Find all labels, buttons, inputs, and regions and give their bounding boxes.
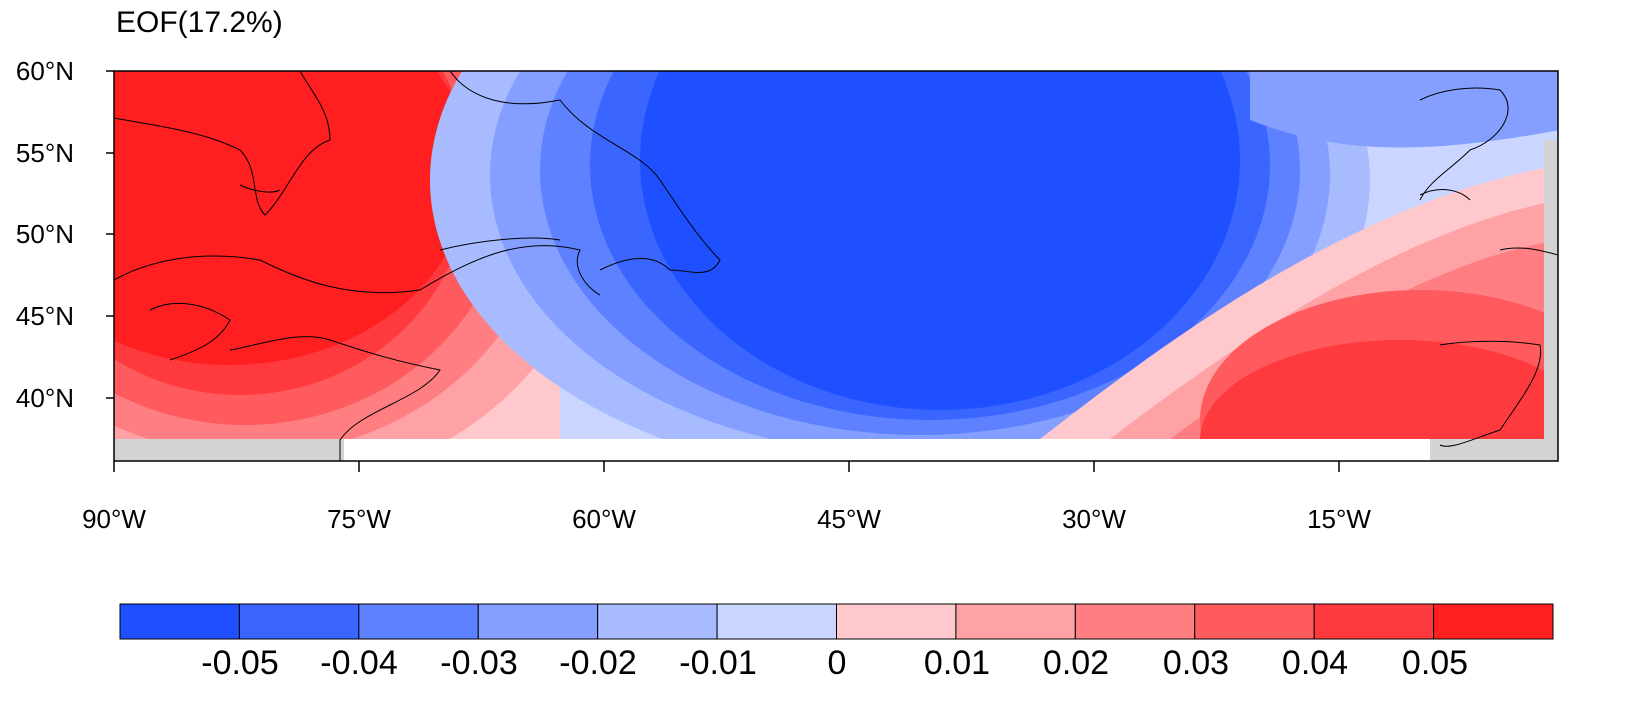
colorbar-box <box>716 603 837 640</box>
colorbar-box <box>955 603 1076 640</box>
colorbar-box <box>1194 603 1315 640</box>
lat-label: 50°N <box>15 219 74 249</box>
figure-title: EOF(17.2%) <box>116 6 283 39</box>
lon-label: 30°W <box>1062 504 1126 534</box>
colorbar-label: -0.02 <box>559 644 637 682</box>
lat-label: 40°N <box>15 383 74 413</box>
lon-label: 90°W <box>82 504 146 534</box>
contour-fill <box>114 71 470 365</box>
colorbar <box>119 603 1554 640</box>
land-fill <box>114 439 344 461</box>
land-fill <box>1430 439 1558 461</box>
coastlines <box>114 71 1558 461</box>
lat-label: 45°N <box>15 301 74 331</box>
colorbar-box <box>119 603 240 640</box>
axis-ticks <box>106 70 1340 472</box>
colorbar-label: -0.05 <box>201 644 279 682</box>
colorbar-label: 0.02 <box>1042 644 1110 682</box>
colorbar-label: -0.04 <box>320 644 398 682</box>
colorbar-label: 0 <box>827 644 847 682</box>
colorbar-box <box>1313 603 1435 640</box>
colorbar-box <box>477 603 599 640</box>
colorbar-box <box>836 603 957 640</box>
lat-label: 60°N <box>15 56 74 86</box>
contour-fill <box>1200 340 1558 461</box>
colorbar-label: -0.03 <box>440 644 518 682</box>
colorbar-box <box>1433 603 1554 640</box>
colorbar-box <box>597 603 718 640</box>
lon-label: 75°W <box>327 504 391 534</box>
no-data-strip <box>114 439 1558 461</box>
colorbar-label: 0.04 <box>1281 644 1349 682</box>
colorbar-box <box>1074 603 1196 640</box>
colorbar-label: -0.01 <box>679 644 757 682</box>
land-fill <box>1544 140 1558 460</box>
lon-label: 45°W <box>817 504 881 534</box>
colorbar-label: 0.01 <box>923 644 991 682</box>
colorbar-box <box>238 603 360 640</box>
colorbar-label: 0.03 <box>1162 644 1230 682</box>
colorbar-label: 0.05 <box>1401 644 1469 682</box>
lon-label: 15°W <box>1307 504 1371 534</box>
contour-fill <box>1250 71 1558 148</box>
lat-label: 55°N <box>15 138 74 168</box>
eof-field <box>114 71 1558 461</box>
lon-label: 60°W <box>572 504 636 534</box>
map-frame <box>113 70 1559 462</box>
colorbar-box <box>358 603 479 640</box>
contour-fill <box>640 71 1240 410</box>
